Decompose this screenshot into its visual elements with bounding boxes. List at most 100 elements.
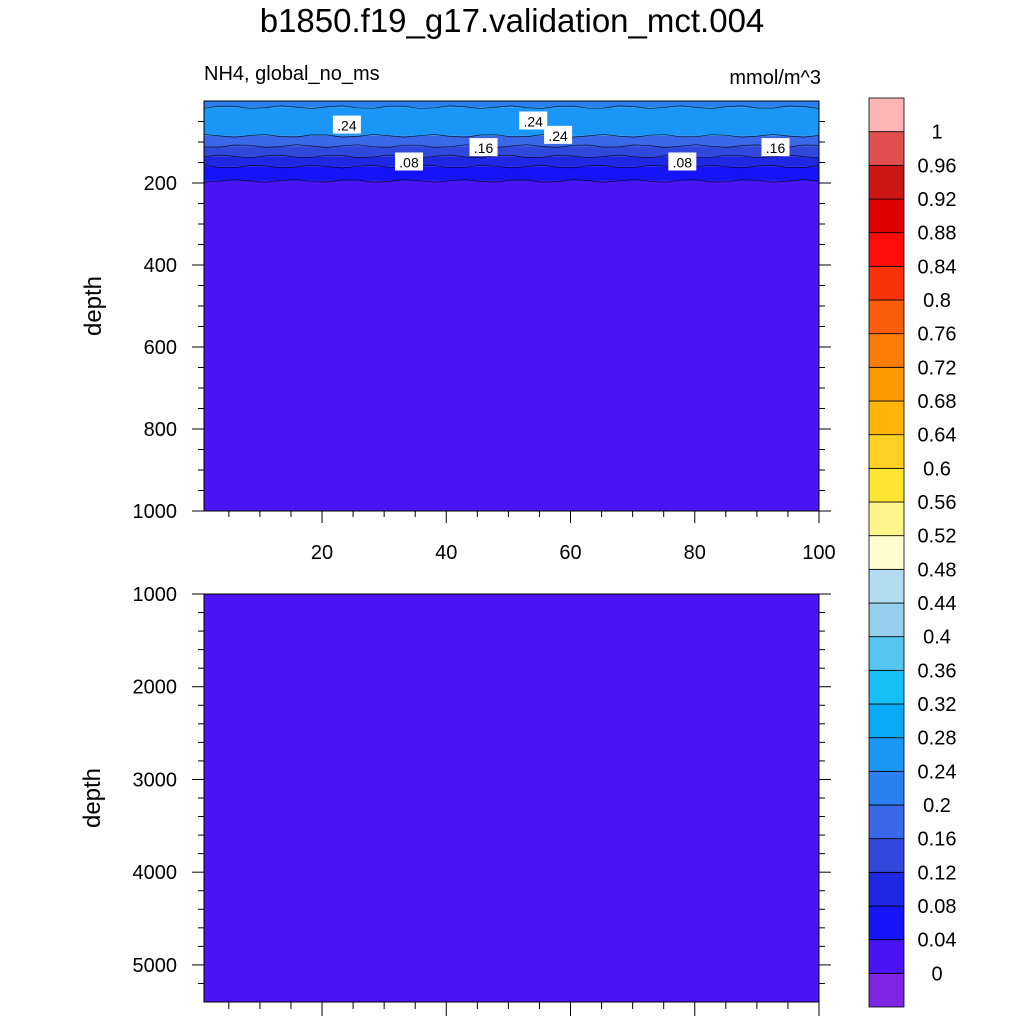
colorbar-swatch [868, 972, 905, 1008]
colorbar-label: 0.44 [918, 593, 957, 615]
contour-band [204, 107, 819, 136]
colorbar-swatch [868, 568, 905, 604]
colorbar-label: 0.04 [918, 930, 957, 952]
colorbar-swatch [868, 871, 905, 907]
y-tick-label: 1000 [133, 501, 178, 523]
contour-band [204, 594, 819, 1002]
contour-label-box [395, 152, 423, 171]
colorbar-swatch [868, 467, 905, 503]
colorbar-swatch [868, 434, 905, 469]
contour-label-box [544, 125, 573, 144]
colorbar-label: 0.56 [918, 492, 957, 514]
contour-band [204, 101, 819, 108]
x-tick-label: 40 [435, 542, 457, 564]
colorbar-swatch [868, 939, 905, 974]
colorbar-label: 0.88 [918, 223, 957, 245]
colorbar-swatch [868, 333, 905, 368]
variable-label: NH4, global_no_ms [204, 63, 380, 85]
contour-line [203, 164, 820, 169]
y-tick-label: 200 [144, 173, 177, 195]
colorbar-swatch [868, 400, 905, 436]
colorbar-label: 0.6 [923, 458, 951, 480]
colorbar-label: 0.84 [918, 256, 957, 278]
colorbar-label: 0.68 [918, 391, 957, 413]
contour-line [203, 134, 820, 138]
contour-line [203, 144, 820, 148]
contour-band [204, 146, 819, 157]
colorbar-swatch [868, 131, 905, 166]
contour-label: .24 [337, 118, 357, 134]
units-label: mmol/m^3 [729, 67, 821, 89]
contour-label: .24 [524, 114, 544, 130]
colorbar-label: 0.64 [918, 425, 957, 447]
upper-panel-contour-lines [203, 105, 820, 183]
y-tick-label: 3000 [133, 769, 178, 791]
chart-title: b1850.f19_g17.validation_mct.004 [259, 2, 765, 39]
colorbar-swatch [868, 905, 905, 941]
contour-band [204, 156, 819, 167]
colorbar-label: 0.24 [918, 761, 957, 783]
colorbar-swatch [868, 232, 905, 267]
contour-band [204, 166, 819, 181]
colorbar-label: 0.32 [918, 694, 957, 716]
contour-label-box [469, 138, 498, 157]
contour-label-box [519, 111, 548, 130]
x-tick-label: 80 [684, 542, 706, 564]
colorbar-swatch [868, 737, 905, 772]
upper-panel-contour-labels: .24.24.24.16.16.08.08 [332, 111, 790, 171]
y-tick-label: 2000 [133, 677, 178, 699]
colorbar-label: 0.4 [923, 627, 951, 649]
y-axis-label: depth [80, 276, 107, 336]
colorbar-label: 0.48 [918, 559, 957, 581]
colorbar-swatch [868, 703, 905, 739]
contour-label: .16 [474, 140, 494, 156]
colorbar: 0 0.04 0.08 0.12 0.16 0.2 0.24 0.28 0.32 0.36 0.4 0… [868, 97, 957, 1008]
colorbar-label: 0.76 [918, 324, 957, 346]
colorbar-label: 0.08 [918, 896, 957, 918]
contour-label-box [668, 152, 697, 171]
contour-line [203, 105, 820, 109]
colorbar-swatch [868, 535, 905, 570]
contour-band [204, 180, 819, 511]
x-tick-label: 60 [559, 542, 581, 564]
colorbar-label: 0.92 [918, 189, 957, 211]
x-tick-label: 20 [311, 542, 333, 564]
lower-panel-axes: 1000 2000 3000 4000 5000 depth [79, 584, 831, 1016]
contour-line [203, 154, 820, 159]
colorbar-label: 0.96 [918, 155, 957, 177]
y-axis-label: depth [79, 768, 106, 828]
lower-panel-fill [204, 594, 819, 1002]
colorbar-label: 0.72 [918, 357, 957, 379]
colorbar-label: 0.8 [923, 290, 951, 312]
colorbar-swatch [868, 770, 905, 806]
y-tick-label: 600 [144, 337, 177, 359]
colorbar-label: 0.28 [918, 728, 957, 750]
colorbar-swatch [868, 602, 905, 638]
colorbar-swatch [868, 501, 905, 537]
colorbar-label: 0 [931, 963, 942, 985]
colorbar-swatch [868, 636, 905, 671]
y-tick-label: 400 [144, 255, 177, 277]
contour-label: .24 [548, 128, 568, 144]
colorbar-swatch [868, 838, 905, 873]
colorbar-swatch [868, 97, 905, 133]
contour-label-box [761, 138, 790, 157]
colorbar-label: 0.52 [918, 526, 957, 548]
colorbar-swatch [868, 669, 905, 705]
y-tick-label: 800 [144, 419, 177, 441]
contour-band [204, 135, 819, 147]
colorbar-label: 0.12 [918, 862, 957, 884]
upper-panel-fill [204, 101, 819, 511]
colorbar-label: 0.16 [918, 829, 957, 851]
contour-label: .08 [399, 155, 419, 171]
contour-label: .08 [673, 155, 693, 171]
colorbar-label: 0.2 [923, 795, 951, 817]
colorbar-swatch [868, 198, 905, 234]
y-tick-label: 4000 [133, 862, 178, 884]
y-tick-label: 5000 [133, 955, 178, 977]
contour-label: .16 [766, 140, 786, 156]
colorbar-swatch [868, 265, 905, 301]
colorbar-label: 1 [931, 122, 942, 144]
upper-panel-axes: 200 400 600 800 1000 20 40 60 80 100 depth [80, 100, 836, 564]
